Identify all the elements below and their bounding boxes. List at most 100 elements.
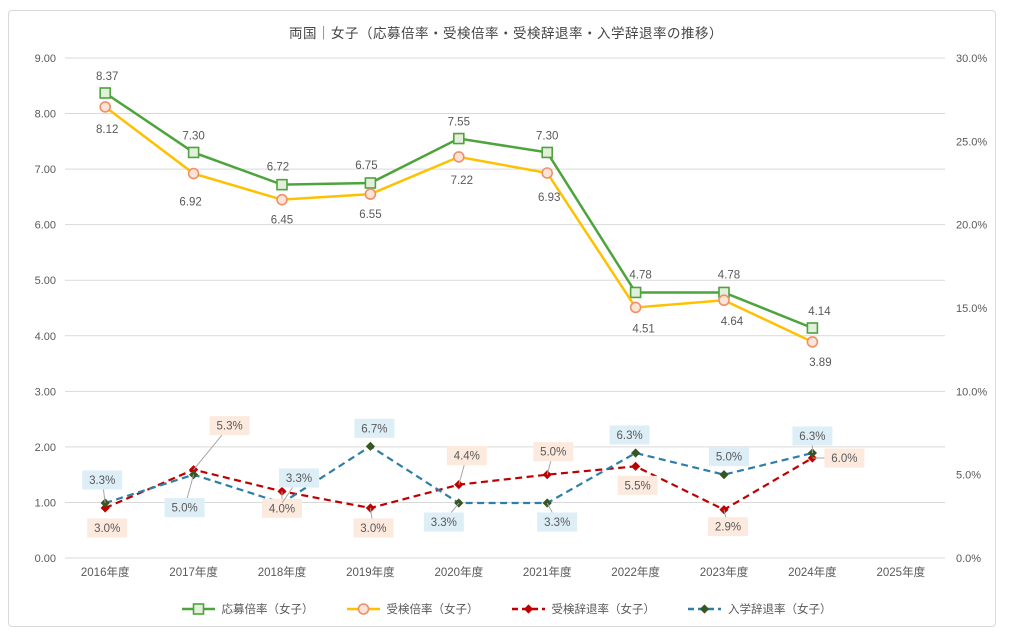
data-label: 5.5% xyxy=(624,480,650,492)
data-label-bg xyxy=(792,426,833,446)
data-label: 3.3% xyxy=(544,517,570,529)
series-labels-0: 8.37 7.30 6.72 6.75 7.55 7.30 4.78 4.78 4.14 xyxy=(96,71,831,318)
legend-line-sample xyxy=(181,603,215,615)
marker-diamond xyxy=(542,470,552,480)
data-label: 7.30 xyxy=(182,130,204,142)
series-line-1 xyxy=(99,101,819,348)
data-label: 2.9% xyxy=(715,522,741,534)
marker-diamond xyxy=(631,461,641,471)
x-axis-label: 2023年度 xyxy=(700,565,749,579)
data-label: 4.64 xyxy=(721,316,744,328)
legend-item-examinee-ratio: 受検倍率（女子） xyxy=(346,601,479,617)
data-label: 6.3% xyxy=(799,431,825,443)
data-label: 6.45 xyxy=(271,215,293,227)
data-label: 5.3% xyxy=(216,421,242,433)
data-label-bg xyxy=(279,468,319,488)
right-axis-tick: 10.0% xyxy=(956,386,987,398)
legend-line-sample xyxy=(346,603,380,615)
left-axis-tick: 8.00 xyxy=(35,109,56,121)
marker-diamond xyxy=(100,503,110,513)
marker-square xyxy=(364,177,377,189)
data-label-bg xyxy=(354,418,395,438)
data-label: 8.37 xyxy=(96,71,118,83)
data-label: 7.30 xyxy=(536,130,558,142)
marker-square xyxy=(276,178,288,191)
marker-square xyxy=(629,286,642,299)
x-axis-label: 2017年度 xyxy=(169,565,218,579)
data-label-bg xyxy=(262,498,302,518)
data-label-bg xyxy=(617,475,658,495)
right-axis-tick: 20.0% xyxy=(956,220,987,232)
data-label: 6.0% xyxy=(831,453,857,465)
data-label-bg xyxy=(164,498,205,518)
left-axis-tick: 4.00 xyxy=(35,331,56,343)
marker-diamond xyxy=(631,448,641,458)
data-label-bg xyxy=(709,447,749,467)
data-label: 6.93 xyxy=(538,192,560,204)
marker-diamond xyxy=(523,604,533,614)
marker-square xyxy=(99,87,111,99)
legend-line-sample xyxy=(511,604,545,614)
left-axis-tick: 9.00 xyxy=(35,53,56,65)
data-label: 5.0% xyxy=(716,452,742,464)
legend-label: 応募倍率（女子） xyxy=(221,604,314,616)
data-label-bg xyxy=(423,512,464,532)
marker-circle xyxy=(364,188,377,200)
series-line-0 xyxy=(99,87,819,334)
data-label: 6.7% xyxy=(361,423,387,435)
x-axis-label: 2024年度 xyxy=(788,565,837,579)
chart-title: 両国｜女子（応募倍率・受検倍率・受検辞退率・入学辞退率の推移） xyxy=(289,26,723,41)
marker-square xyxy=(192,603,204,615)
x-axis-label: 2018年度 xyxy=(258,565,307,579)
data-label-bg xyxy=(87,518,128,538)
marker-circle xyxy=(99,101,111,113)
data-label: 6.55 xyxy=(359,209,381,221)
marker-circle xyxy=(357,603,369,615)
right-axis-tick: 0.0% xyxy=(956,553,981,565)
legend-item-exam-decline-rate: 受検辞退率（女子） xyxy=(511,601,655,617)
left-axis-tick: 5.00 xyxy=(35,275,56,287)
data-label: 3.89 xyxy=(809,357,831,369)
marker-diamond xyxy=(277,486,287,496)
marker-circle xyxy=(718,294,730,307)
data-label: 5.0% xyxy=(540,447,566,459)
marker-diamond xyxy=(454,480,464,490)
chart-border xyxy=(8,10,996,627)
data-label: 5.0% xyxy=(171,503,197,515)
marker-square xyxy=(806,322,819,334)
data-label: 6.75 xyxy=(355,160,377,172)
marker-circle xyxy=(541,167,554,179)
x-axis-label: 2019年度 xyxy=(346,565,395,579)
left-axis-tick: 7.00 xyxy=(35,164,56,176)
marker-square xyxy=(541,146,554,159)
x-axis-label: 2025年度 xyxy=(877,565,926,579)
data-label: 6.72 xyxy=(267,162,289,174)
data-label: 4.51 xyxy=(632,323,654,335)
legend-item-application-ratio: 応募倍率（女子） xyxy=(181,601,314,617)
data-label-bg xyxy=(609,425,650,445)
legend-item-entry-decline-rate: 入学辞退率（女子） xyxy=(687,601,832,617)
data-label: 3.0% xyxy=(94,523,120,535)
x-axis-label: 2020年度 xyxy=(435,565,484,579)
marker-circle xyxy=(276,193,288,206)
data-label: 7.55 xyxy=(448,117,470,129)
marker-square xyxy=(187,146,200,159)
data-label: 4.78 xyxy=(718,269,740,281)
data-label: 7.22 xyxy=(451,175,473,187)
data-label: 4.0% xyxy=(269,503,295,515)
data-label-bg xyxy=(533,442,574,462)
x-axis-label: 2016年度 xyxy=(81,565,130,579)
data-label-bg xyxy=(537,512,578,532)
left-axis-tick: 6.00 xyxy=(35,220,56,232)
data-label-bg xyxy=(209,416,250,436)
series-labels-1: 8.12 6.92 6.45 6.55 7.22 6.93 4.51 4.64 3.89 xyxy=(96,124,832,369)
left-axis-tick: 1.00 xyxy=(35,497,56,509)
data-label: 3.3% xyxy=(431,517,457,529)
marker-diamond xyxy=(365,441,375,451)
data-label: 3.3% xyxy=(286,473,312,485)
marker-diamond xyxy=(699,604,710,614)
data-label: 6.92 xyxy=(179,197,201,209)
marker-circle xyxy=(187,167,200,180)
left-axis-tick: 2.00 xyxy=(35,442,56,454)
